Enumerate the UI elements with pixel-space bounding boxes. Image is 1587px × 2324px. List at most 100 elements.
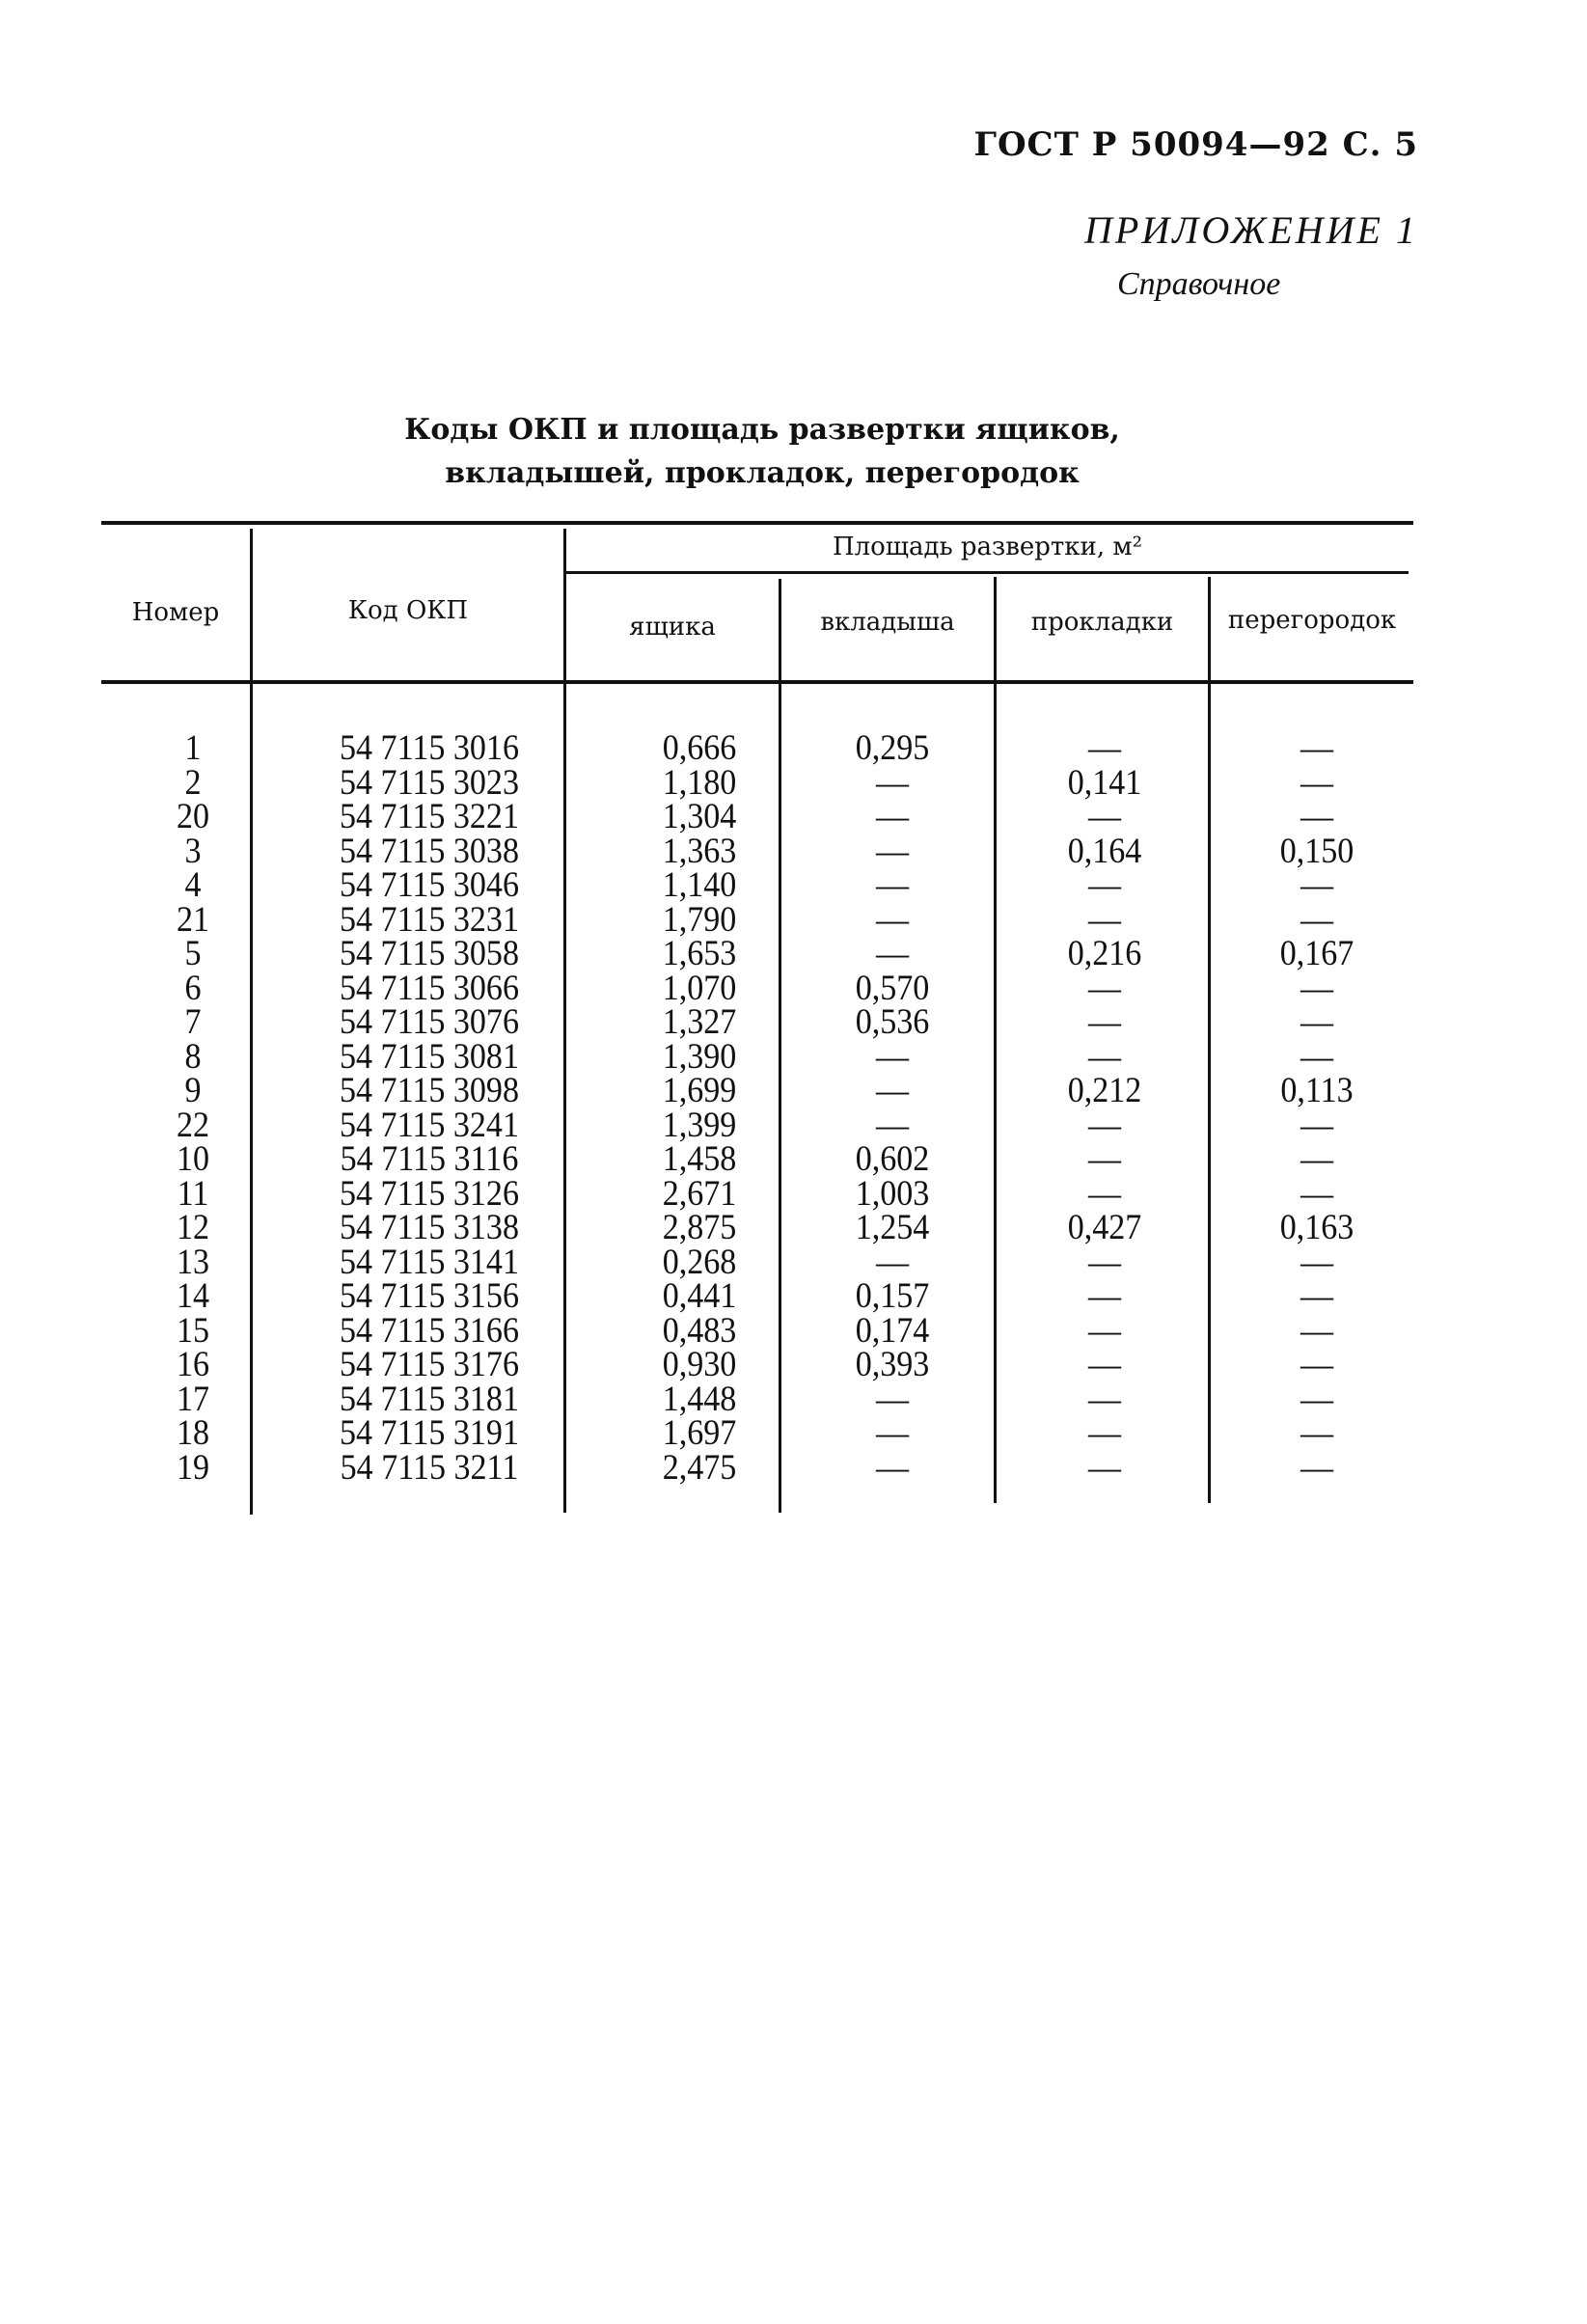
okp-code: 54 7115 3141 (340, 1242, 519, 1282)
row-number: 16 (176, 1345, 210, 1384)
liner-area: — (875, 1413, 910, 1453)
header-bottom-rule (101, 680, 1413, 684)
row-number: 17 (176, 1379, 210, 1419)
table-top-rule (101, 521, 1413, 525)
table-row: 19 54 7115 3211 2,475 — — — (101, 1447, 1413, 1488)
box-area: 1,140 (662, 865, 737, 905)
liner-area: — (875, 1036, 910, 1077)
okp-code: 54 7115 3016 (340, 728, 519, 768)
table-row: 3 54 7115 3038 1,363 — 0,164 0,150 (101, 831, 1413, 871)
table-row: 5 54 7115 3058 1,653 — 0,216 0,167 (101, 934, 1413, 973)
column-divider (1208, 577, 1211, 1503)
liner-area: 1,254 (855, 1208, 930, 1247)
pad-area: — (1087, 1447, 1122, 1488)
partition-area: — (1300, 762, 1334, 803)
liner-area: — (875, 934, 910, 973)
partition-area: — (1300, 1413, 1334, 1453)
okp-code: 54 7115 3138 (340, 1208, 519, 1247)
table-row: 2 54 7115 3023 1,180 — 0,141 — (101, 762, 1413, 803)
row-number: 3 (184, 831, 202, 871)
table-row: 14 54 7115 3156 0,441 0,157 — — (101, 1276, 1413, 1316)
row-number: 13 (176, 1242, 210, 1282)
box-area: 1,070 (662, 968, 737, 1008)
okp-code: 54 7115 3058 (340, 934, 519, 973)
table-title-line-2: вкладышей, прокладок, перегородок (445, 456, 1080, 490)
subheader-rule (565, 571, 1409, 574)
header-number: Номер (131, 598, 220, 627)
table-row: 21 54 7115 3231 1,790 — — — (101, 899, 1413, 940)
liner-area: 0,536 (855, 1002, 930, 1042)
liner-area: — (875, 1071, 910, 1110)
box-area: 0,268 (662, 1242, 737, 1282)
partition-area: 0,167 (1279, 934, 1354, 973)
row-number: 20 (176, 797, 210, 836)
header-box: ящика (629, 613, 716, 642)
okp-code: 54 7115 3221 (340, 797, 519, 836)
okp-code: 54 7115 3038 (340, 831, 519, 871)
box-area: 0,930 (662, 1345, 737, 1384)
partition-area: — (1300, 1345, 1334, 1384)
partition-area: — (1300, 1173, 1334, 1214)
liner-area: 0,602 (855, 1139, 930, 1179)
box-area: 1,697 (662, 1413, 737, 1453)
pad-area: — (1087, 968, 1122, 1008)
partition-area: — (1300, 1242, 1334, 1282)
box-area: 1,699 (662, 1071, 737, 1110)
box-area: 1,790 (662, 899, 737, 940)
okp-code: 54 7115 3046 (340, 865, 519, 905)
partition-area: — (1300, 797, 1334, 836)
table-row: 8 54 7115 3081 1,390 — — — (101, 1036, 1413, 1077)
table-row: 16 54 7115 3176 0,930 0,393 — — (101, 1345, 1413, 1384)
pad-area: — (1087, 1036, 1122, 1077)
row-number: 7 (184, 1002, 202, 1042)
appendix-label: ПРИЛОЖЕНИЕ 1 (1084, 208, 1418, 252)
okp-code: 54 7115 3116 (340, 1139, 519, 1179)
pad-area: 0,212 (1067, 1071, 1142, 1110)
row-number: 1 (184, 728, 202, 768)
okp-code: 54 7115 3098 (340, 1071, 519, 1110)
table-row: 15 54 7115 3166 0,483 0,174 — — (101, 1310, 1413, 1351)
box-area: 0,666 (662, 728, 737, 768)
row-number: 5 (184, 934, 202, 973)
box-area: 1,363 (662, 831, 737, 871)
partition-area: — (1300, 728, 1334, 768)
partition-area: — (1300, 1310, 1334, 1351)
liner-area: — (875, 762, 910, 803)
okp-code: 54 7115 3166 (340, 1310, 519, 1351)
row-number: 14 (176, 1276, 210, 1316)
box-area: 1,448 (662, 1379, 737, 1419)
table-row: 17 54 7115 3181 1,448 — — — (101, 1379, 1413, 1419)
okp-code: 54 7115 3126 (340, 1173, 519, 1214)
liner-area: 0,295 (855, 728, 930, 768)
pad-area: — (1087, 1345, 1122, 1384)
row-number: 22 (176, 1105, 210, 1145)
pad-area: — (1087, 1105, 1122, 1145)
liner-area: 0,570 (855, 968, 930, 1008)
okp-code: 54 7115 3066 (340, 968, 519, 1008)
row-number: 6 (184, 968, 202, 1008)
box-area: 1,653 (662, 934, 737, 973)
box-area: 0,483 (662, 1310, 737, 1351)
table-row: 1 54 7115 3016 0,666 0,295 — — (101, 728, 1413, 768)
box-area: 2,875 (662, 1208, 737, 1247)
box-area: 1,399 (662, 1105, 737, 1145)
okp-code: 54 7115 3156 (340, 1276, 519, 1316)
row-number: 8 (184, 1036, 202, 1077)
row-number: 9 (184, 1071, 202, 1110)
box-area: 1,458 (662, 1139, 737, 1179)
column-divider (250, 529, 253, 1515)
liner-area: — (875, 797, 910, 836)
liner-area: — (875, 865, 910, 905)
partition-area: — (1300, 899, 1334, 940)
pad-area: — (1087, 865, 1122, 905)
row-number: 15 (176, 1310, 210, 1351)
table-row: 20 54 7115 3221 1,304 — — — (101, 797, 1413, 836)
table-row: 11 54 7115 3126 2,671 1,003 — — (101, 1173, 1413, 1214)
row-number: 19 (176, 1447, 210, 1488)
box-area: 1,390 (662, 1036, 737, 1077)
partition-area: — (1300, 1036, 1334, 1077)
pad-area: — (1087, 1139, 1122, 1179)
pad-area: 0,141 (1067, 762, 1142, 803)
okp-code: 54 7115 3231 (340, 899, 519, 940)
liner-area: 1,003 (855, 1173, 930, 1214)
